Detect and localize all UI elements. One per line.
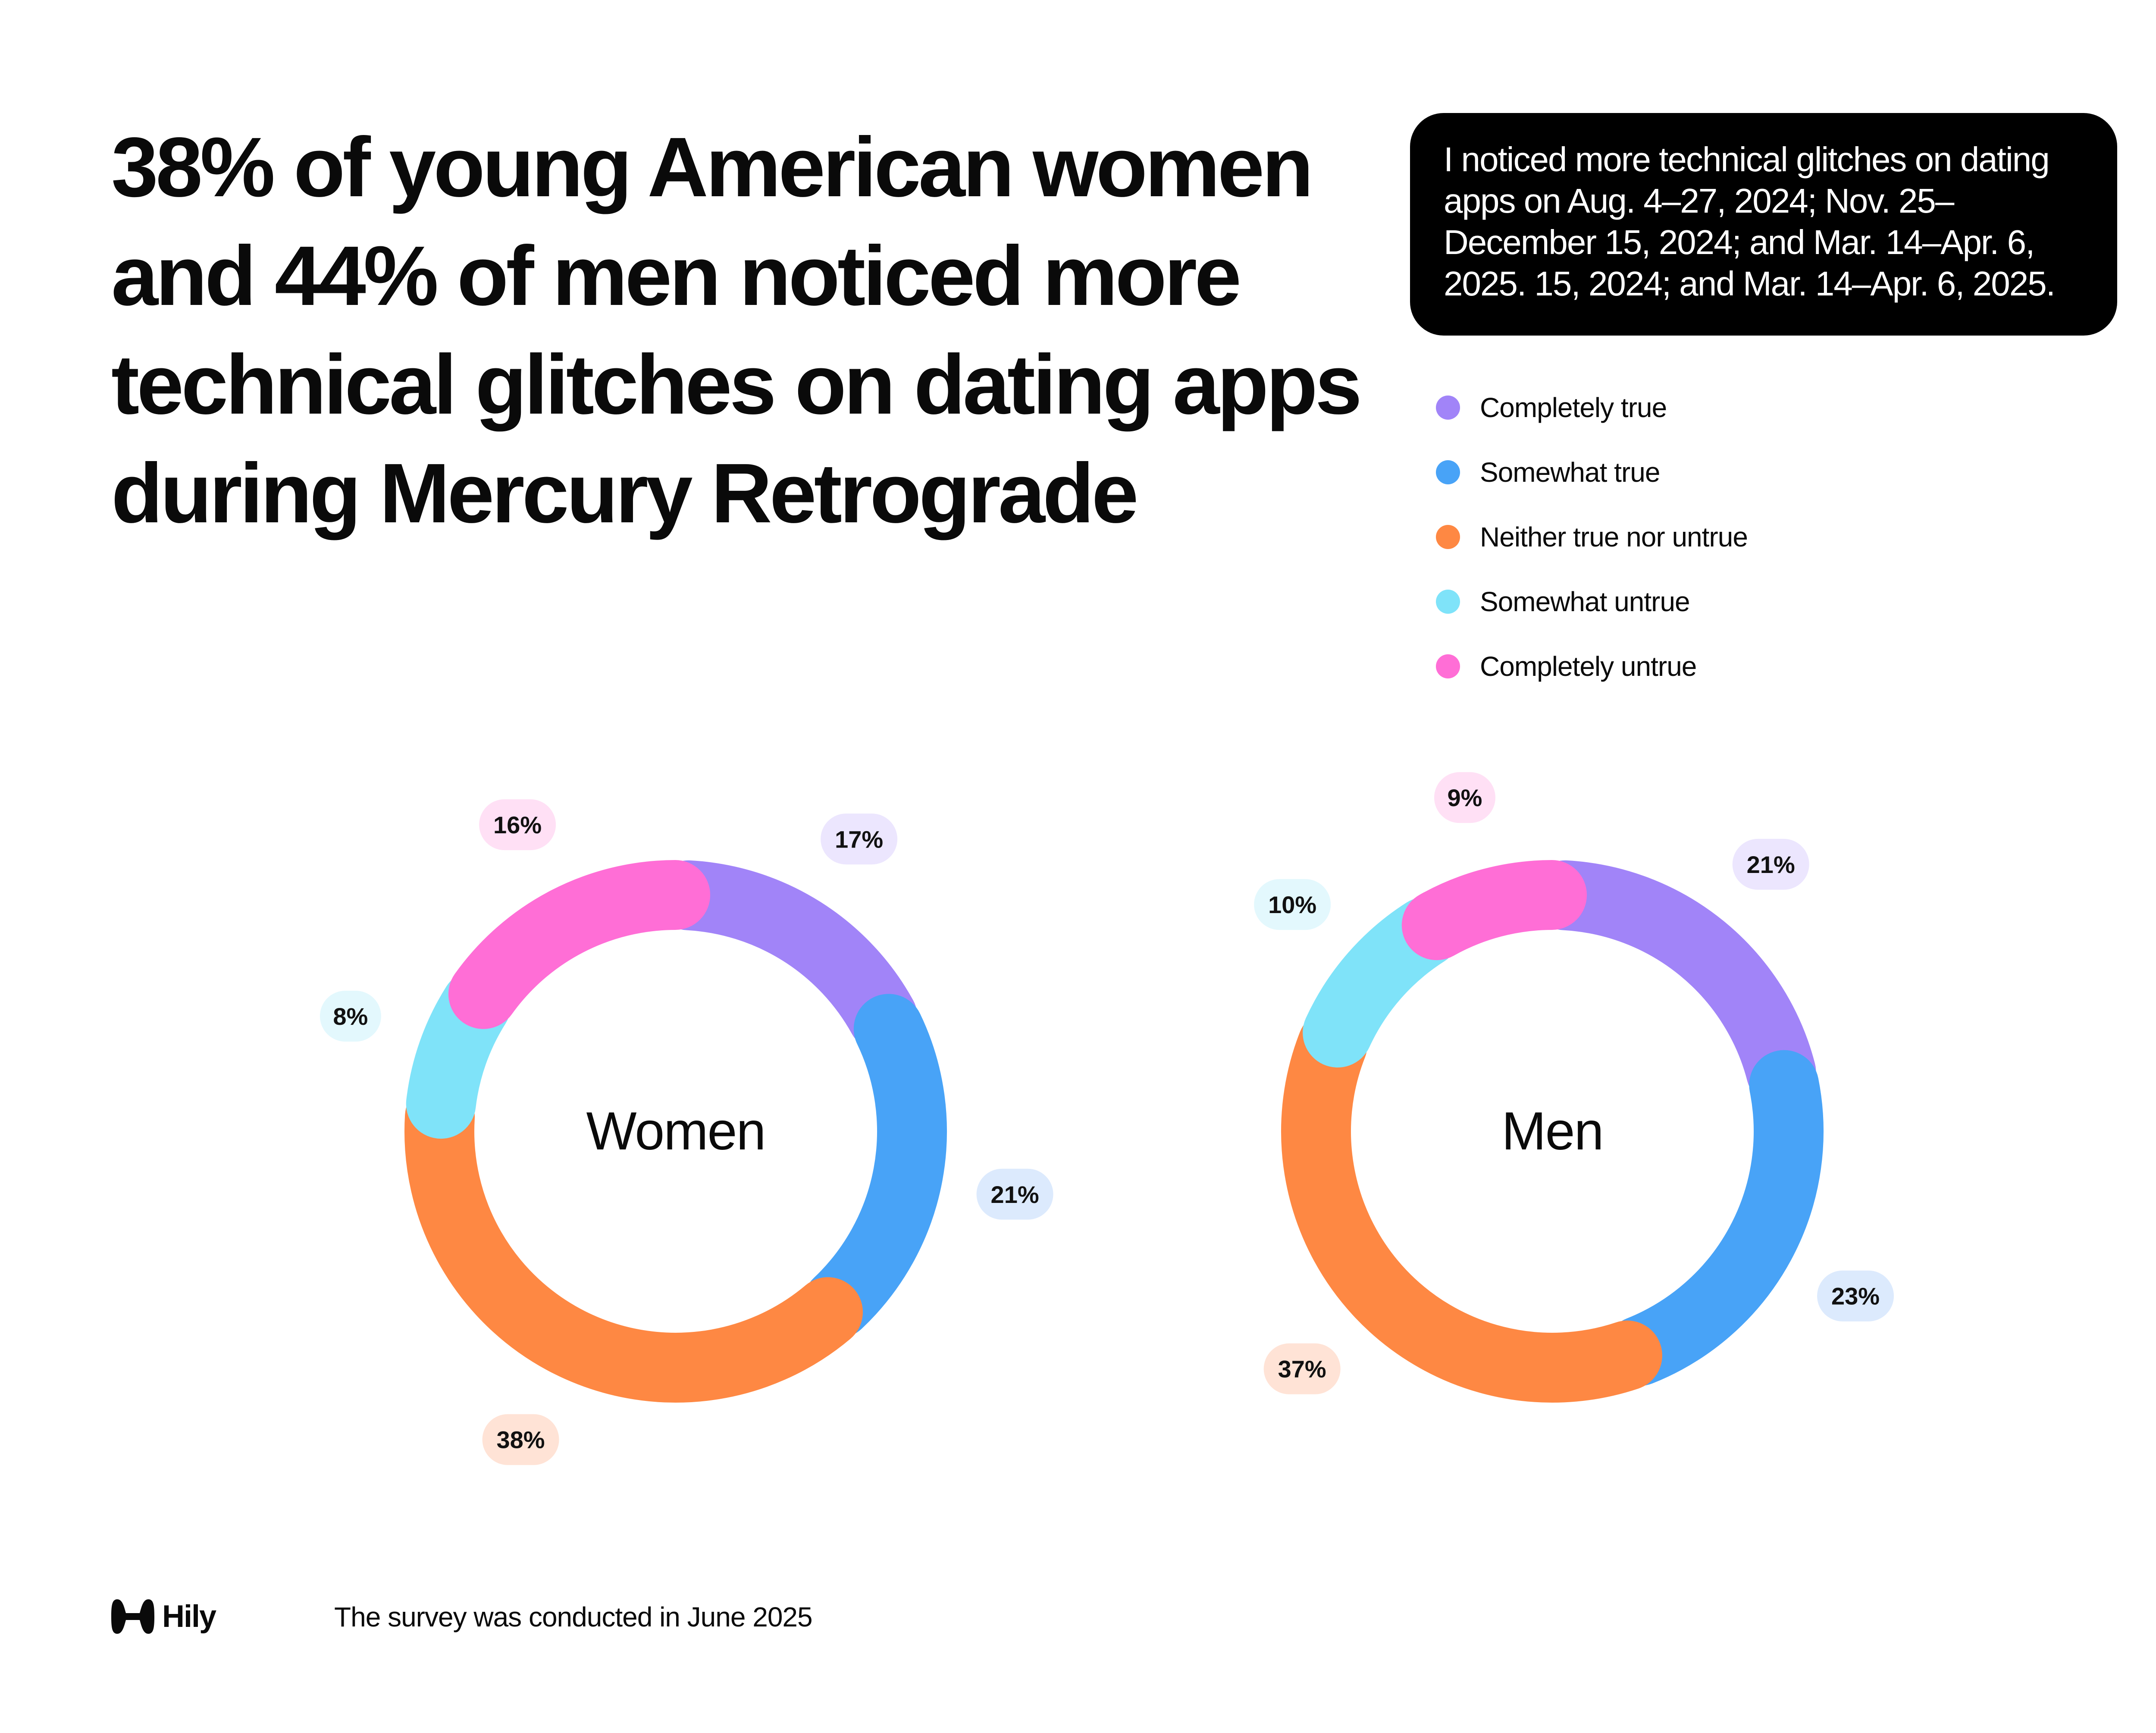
donut-segment	[1604, 1050, 1824, 1386]
donut-segment	[653, 860, 918, 1052]
statement-box: I noticed more technical glitches on dat…	[1410, 113, 2117, 336]
data-label-pill	[482, 1414, 559, 1465]
legend-swatch	[1436, 396, 1460, 420]
donut-segment	[404, 1082, 863, 1403]
donut-segment	[448, 860, 711, 1029]
chart-center-label: Men	[1501, 1102, 1603, 1161]
data-label: 17%	[835, 826, 883, 853]
data-label: 16%	[493, 811, 542, 838]
logo-text: Hily	[162, 1599, 216, 1634]
data-label-pill	[1434, 772, 1495, 823]
data-label: 38%	[496, 1426, 545, 1454]
legend-item: Somewhat true	[1436, 440, 1748, 505]
hily-logo-icon	[111, 1599, 154, 1634]
legend-item: Completely true	[1436, 375, 1748, 440]
legend-swatch	[1436, 525, 1460, 549]
legend-item: Neither true nor untrue	[1436, 505, 1748, 569]
legend-swatch	[1436, 654, 1460, 678]
data-label: 21%	[991, 1181, 1039, 1208]
data-label: 21%	[1747, 851, 1795, 878]
data-label: 10%	[1268, 891, 1316, 918]
legend: Completely true Somewhat true Neither tr…	[1436, 375, 1748, 699]
data-label-pill	[1254, 879, 1331, 930]
data-label-pill	[821, 813, 898, 865]
legend-label: Completely untrue	[1480, 651, 1697, 682]
brand-logo: Hily	[111, 1596, 216, 1637]
data-label: 23%	[1831, 1283, 1880, 1310]
data-label-pill	[1732, 838, 1809, 890]
legend-swatch	[1436, 460, 1460, 484]
footer-note: The survey was conducted in June 2025	[334, 1601, 813, 1633]
donut-segment	[1281, 1010, 1662, 1403]
donut-segment	[1401, 860, 1587, 961]
donut-chart-men: 21% 23% 37% 10% 9% Men	[1254, 772, 1894, 1403]
data-label: 9%	[1448, 784, 1482, 811]
donut-segment	[1530, 860, 1816, 1107]
legend-label: Somewhat true	[1480, 457, 1660, 488]
legend-label: Completely true	[1480, 392, 1667, 423]
headline: 38% of young American women and 44% of m…	[111, 120, 1362, 540]
data-label-pill	[1817, 1270, 1894, 1322]
legend-label: Neither true nor untrue	[1480, 521, 1748, 553]
data-label-pill	[320, 990, 381, 1042]
data-label: 8%	[333, 1003, 368, 1030]
legend-swatch	[1436, 590, 1460, 614]
data-label-pill	[976, 1168, 1053, 1220]
legend-item: Completely untrue	[1436, 634, 1748, 699]
data-label-pill	[479, 799, 556, 851]
chart-center-label: Women	[586, 1102, 765, 1161]
data-label: 37%	[1278, 1356, 1326, 1383]
legend-label: Somewhat untrue	[1480, 586, 1690, 617]
donut-chart-women: 17% 21% 38% 8% 16% Women	[320, 799, 1053, 1465]
data-label-pill	[1263, 1343, 1341, 1394]
legend-item: Somewhat untrue	[1436, 569, 1748, 634]
donut-segment	[802, 994, 947, 1338]
